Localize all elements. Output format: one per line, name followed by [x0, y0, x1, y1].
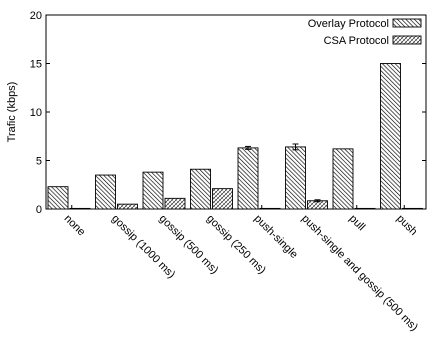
y-tick-label: 10 — [30, 107, 42, 119]
bar — [69, 207, 91, 210]
bar — [259, 207, 281, 210]
bar — [212, 188, 233, 210]
y-tick-label: 0 — [36, 204, 42, 216]
bar — [190, 168, 211, 210]
bar — [117, 203, 138, 210]
bar — [237, 147, 259, 210]
legend-label: Overlay Protocol — [308, 18, 389, 30]
y-axis-label: Trafic (kbps) — [6, 82, 18, 143]
y-tick-label: 20 — [30, 10, 42, 22]
y-tick-label: 15 — [30, 59, 42, 71]
bar — [95, 174, 116, 210]
bar — [354, 207, 376, 210]
x-tick-label: push-single — [252, 213, 300, 261]
bar — [164, 197, 186, 210]
legend-swatch — [392, 18, 422, 28]
x-tick-label: none — [62, 213, 88, 239]
x-tick-labels: none gossip (1000 ms)gossip (500 ms)gossi… — [62, 213, 420, 334]
bar — [380, 63, 401, 210]
bar — [332, 148, 354, 210]
y-tick-label: 5 — [36, 156, 42, 168]
bar — [402, 207, 423, 210]
x-tick-label: push — [394, 213, 419, 238]
bars — [47, 63, 423, 210]
bar — [47, 186, 69, 210]
legend-swatch — [392, 35, 422, 45]
bar — [142, 171, 164, 210]
bar — [285, 146, 306, 210]
legend-label: CSA Protocol — [324, 35, 389, 47]
legend: Overlay Protocol CSA Protocol — [308, 18, 422, 47]
x-tick-label: pull — [347, 213, 368, 234]
